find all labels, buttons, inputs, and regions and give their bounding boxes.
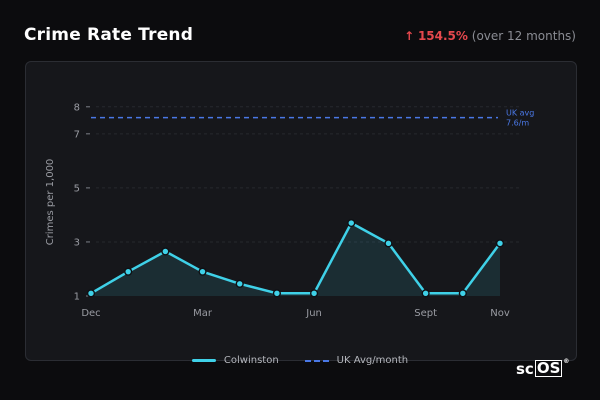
brand-logo: sc OS ® — [516, 358, 570, 378]
data-point — [198, 267, 207, 276]
legend-item-uk-avg[interactable]: UK Avg/month — [304, 355, 409, 366]
x-tick-label: Dec — [81, 308, 100, 319]
page-title: Crime Rate Trend — [24, 25, 194, 45]
legend-item-series[interactable]: Colwinston — [191, 355, 279, 366]
y-tick-label: 3 — [74, 237, 80, 248]
chart-card — [25, 61, 577, 361]
data-point — [161, 247, 170, 256]
data-point — [458, 289, 467, 298]
data-point — [347, 218, 356, 228]
x-tick-label: Sept — [414, 308, 437, 319]
legend-swatch-uk-avg — [304, 359, 329, 362]
uk-average-value: 7.6/m — [506, 119, 529, 128]
legend-swatch-series — [191, 359, 216, 362]
series-area — [91, 223, 500, 296]
data-point — [272, 289, 282, 298]
data-point — [235, 279, 244, 288]
data-point — [495, 239, 505, 248]
x-tick-label: Nov — [490, 308, 510, 319]
y-tick-label: 1 — [74, 292, 80, 303]
y-axis-label: Crimes per 1,000 — [45, 159, 56, 246]
data-point — [421, 289, 430, 298]
legend-label-series: Colwinston — [223, 355, 279, 366]
change-percentage: 154.5% — [417, 29, 468, 43]
change-indicator: ↑ 154.5% (over 12 months) — [404, 29, 576, 43]
series-line — [90, 221, 502, 295]
brand-prefix: sc — [516, 360, 534, 378]
change-period: (over 12 months) — [471, 29, 576, 43]
trend-up-icon: ↑ — [404, 29, 415, 43]
y-tick-label: 5 — [74, 183, 80, 194]
data-point — [86, 289, 96, 298]
brand-boxed: OS — [534, 359, 563, 377]
data-point — [124, 267, 133, 276]
data-point — [384, 239, 393, 248]
x-tick-label: Jun — [305, 308, 322, 319]
registered-mark: ® — [563, 358, 570, 365]
chart-legend: Colwinston UK Avg/month — [0, 355, 600, 366]
x-tick-label: Mar — [193, 308, 213, 319]
y-tick-label: 8 — [74, 102, 80, 113]
uk-average-label: UK avg — [506, 109, 534, 118]
data-point — [309, 289, 319, 298]
legend-label-uk-avg: UK Avg/month — [336, 355, 409, 366]
y-tick-label: 7 — [74, 129, 80, 140]
